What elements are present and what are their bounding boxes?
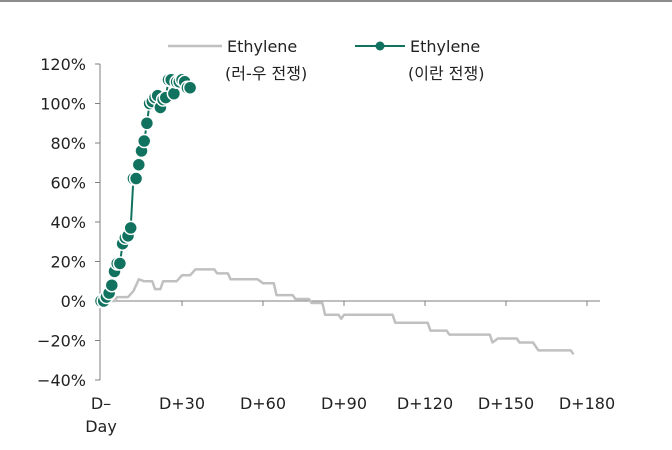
- x-tick-label: D+90: [321, 394, 367, 413]
- x-tick-label: D+180: [559, 394, 615, 413]
- legend-label-sub: (이란 전쟁): [408, 64, 484, 83]
- x-tick-label-line: Day: [85, 417, 117, 436]
- x-tick-label-line: D+150: [478, 394, 534, 413]
- legend-swatch-marker: [375, 41, 385, 51]
- y-tick-label: 60%: [50, 174, 86, 193]
- legend-label: Ethylene: [410, 37, 480, 56]
- x-tick-label-line: D+120: [397, 394, 453, 413]
- x-tick-label: D+30: [159, 394, 205, 413]
- top-rule: [0, 0, 672, 2]
- y-tick-label: 0%: [61, 292, 86, 311]
- data-point: [128, 171, 144, 186]
- data-point: [104, 277, 120, 293]
- data-point: [123, 220, 138, 236]
- y-tick-label: 120%: [40, 55, 86, 74]
- data-point: [182, 80, 198, 95]
- x-tick-label: D– Day: [85, 394, 117, 436]
- legend-label-sub: (러-우 전쟁): [225, 64, 307, 83]
- data-point: [166, 86, 182, 101]
- x-tick-label-line: D+30: [159, 394, 205, 413]
- legend-label: Ethylene: [227, 37, 297, 56]
- data-point: [112, 256, 128, 271]
- y-tick-label: 100%: [40, 95, 86, 114]
- legend: Ethylene (러-우 전쟁) Ethylene (이란 전쟁): [168, 37, 484, 83]
- x-tick-label-line: D–: [91, 394, 111, 413]
- y-tick-label: −20%: [37, 332, 86, 351]
- series-layer: [93, 72, 575, 356]
- data-point: [139, 116, 155, 131]
- y-tick-label: −40%: [37, 371, 86, 390]
- axes: −40% −20% 0% 20% 40% 60% 80% 100% 120% D– Day D+30 D…: [37, 55, 615, 436]
- y-tick-label: 20%: [50, 253, 86, 272]
- data-point: [136, 133, 152, 149]
- x-tick-label-line: D+90: [321, 394, 367, 413]
- y-tick-label: 40%: [50, 213, 86, 232]
- x-tick-label: D+150: [478, 394, 534, 413]
- x-tick-label-line: D+180: [559, 394, 615, 413]
- data-point: [131, 157, 147, 172]
- x-tick-label: D+120: [397, 394, 453, 413]
- x-tick-label: D+60: [240, 394, 286, 413]
- x-tick-label-line: D+60: [240, 394, 286, 413]
- y-tick-label: 80%: [50, 134, 86, 153]
- series-line-0: [101, 268, 575, 356]
